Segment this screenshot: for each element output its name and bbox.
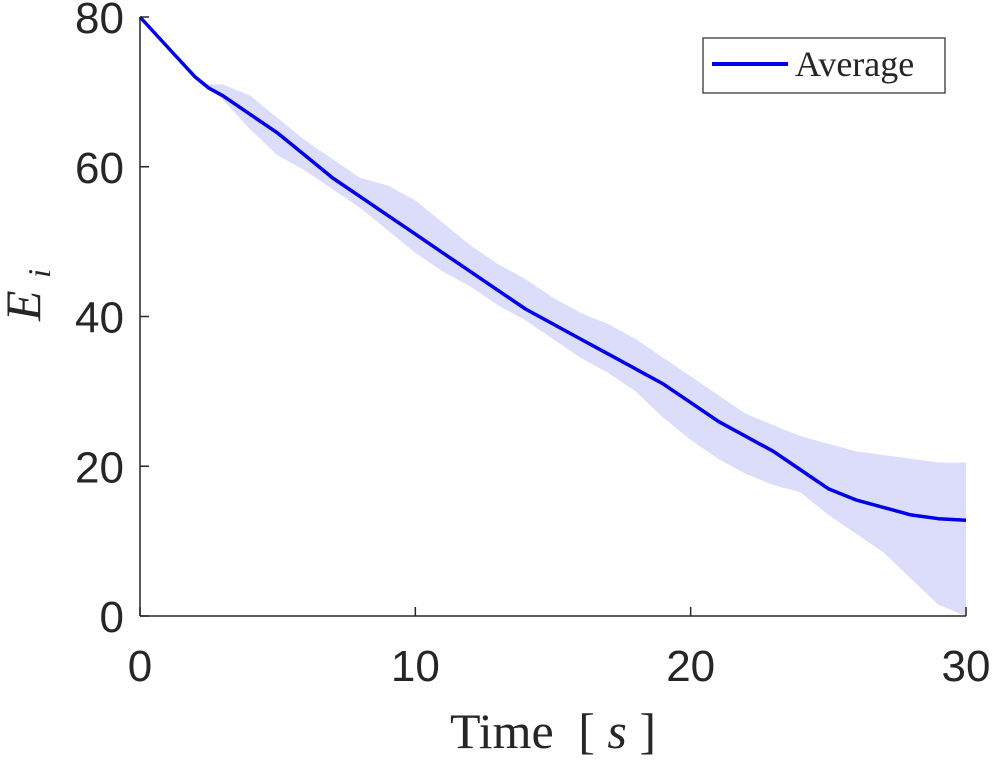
x-tick-label: 10 (391, 642, 440, 691)
y-axis-label-sub: i (21, 269, 57, 278)
y-axis-label: E i (0, 269, 57, 322)
x-tick-label: 0 (128, 642, 152, 691)
y-axis-label-main: E (0, 290, 51, 322)
x-axis-label: Time [ s ] (450, 703, 656, 759)
x-tick-label: 30 (942, 642, 991, 691)
x-axis-label-main: Time (450, 703, 554, 759)
legend: Average (702, 37, 946, 94)
plot-area (138, 15, 967, 616)
x-axis-label-close: ] (639, 703, 656, 759)
y-tick-label: 80 (75, 0, 124, 43)
series-line-average (138, 15, 967, 522)
y-tick-label: 60 (75, 144, 124, 193)
tick-labels: 0 10 20 30 0 20 40 60 80 (75, 0, 990, 691)
y-tick-label: 0 (100, 593, 124, 642)
x-axis-label-var: s (607, 703, 626, 759)
axes (139, 16, 967, 617)
legend-label-average: Average (795, 44, 914, 84)
y-tick-label: 40 (75, 294, 124, 343)
series-band-average (140, 17, 966, 616)
y-tick-label: 20 (75, 443, 124, 492)
x-axis-label-open: [ (578, 703, 595, 759)
x-tick-label: 20 (666, 642, 715, 691)
